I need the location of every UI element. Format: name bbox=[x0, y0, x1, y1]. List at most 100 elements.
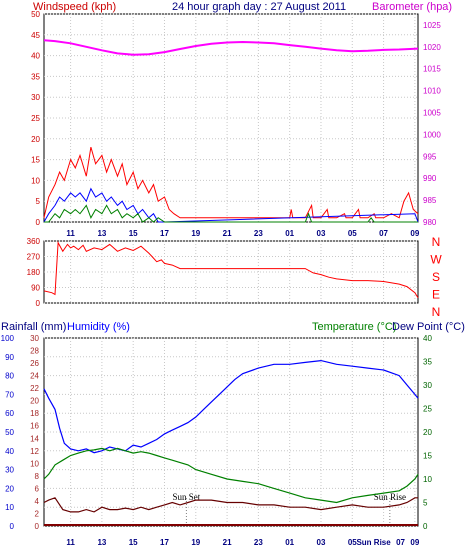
humidity-tick-label: 60 bbox=[5, 409, 14, 418]
wind-x-tick-label: 03 bbox=[317, 229, 326, 238]
wind-x-tick-label: 05 bbox=[348, 229, 357, 238]
series-line-temperature bbox=[43, 447, 419, 504]
wind-x-tick-label: 15 bbox=[129, 229, 138, 238]
humidity-tick-labels: 0 10 20 30 40 50 60 70 80 90 100 bbox=[1, 334, 15, 531]
humidity-tick-label: 100 bbox=[1, 334, 15, 343]
windspeed-tick-label: 20 bbox=[31, 135, 40, 144]
temperature-grid bbox=[44, 337, 418, 527]
wind-series bbox=[43, 39, 419, 223]
temperature-x-tick-label: 17 bbox=[160, 538, 169, 547]
temperature-axis-title: Temperature (°C) bbox=[312, 321, 396, 333]
direction-tick-label: 360 bbox=[27, 237, 41, 246]
temperature-x-tick-label: 21 bbox=[223, 538, 232, 547]
series-line-humidity bbox=[43, 359, 419, 454]
sun-annotations: Sun Set Sun Rise bbox=[173, 492, 406, 526]
windspeed-tick-labels: 0 5 10 15 20 25 30 35 40 45 50 bbox=[31, 10, 40, 227]
humidity-tick-label: 70 bbox=[5, 390, 14, 399]
wind-x-tick-label: 21 bbox=[223, 229, 232, 238]
compass-label: N bbox=[432, 235, 441, 249]
wind-x-tick-label: 13 bbox=[97, 229, 106, 238]
barometer-tick-label: 1010 bbox=[423, 87, 441, 96]
windspeed-tick-label: 10 bbox=[31, 176, 40, 185]
rainfall-tick-label: 8 bbox=[35, 472, 40, 481]
temperature-x-tick-label: 05 bbox=[348, 538, 357, 547]
rainfall-tick-label: 12 bbox=[30, 447, 39, 456]
rainfall-tick-label: 6 bbox=[35, 484, 40, 493]
temperature-tick-labels: 0 5 10 15 20 25 30 35 40 bbox=[423, 334, 432, 531]
humidity-tick-label: 10 bbox=[5, 503, 14, 512]
temperature-x-tick-label: 07 bbox=[396, 538, 405, 547]
direction-tick-label: 180 bbox=[27, 268, 41, 277]
temperature-tick-label: 5 bbox=[423, 499, 428, 508]
temperature-x-tick-label: 03 bbox=[317, 538, 326, 547]
temperature-x-tick-label: 15 bbox=[129, 538, 138, 547]
humidity-tick-label: 20 bbox=[5, 484, 14, 493]
windspeed-tick-label: 50 bbox=[31, 10, 40, 19]
windspeed-tick-label: 5 bbox=[36, 197, 41, 206]
wind-x-tick-labels: 11 13 15 17 19 21 23 01 03 05 07 09 bbox=[66, 229, 419, 238]
direction-series bbox=[43, 240, 419, 299]
direction-tick-label: 0 bbox=[36, 299, 41, 308]
direction-tick-labels: 0 90 180 270 360 bbox=[27, 237, 41, 308]
temperature-series bbox=[43, 359, 419, 526]
wind-x-tick-label: 17 bbox=[160, 229, 169, 238]
wind-series-line-barometer bbox=[43, 39, 419, 56]
wind-x-tick-label: 23 bbox=[254, 229, 263, 238]
dewpoint-axis-title: Dew Point (°C) bbox=[392, 321, 465, 333]
barometer-tick-label: 995 bbox=[423, 152, 437, 161]
barometer-axis-title: Barometer (hpa) bbox=[372, 1, 452, 13]
wind-x-tick-label: 01 bbox=[285, 229, 294, 238]
humidity-tick-label: 50 bbox=[5, 428, 14, 437]
rainfall-axis-title: Rainfall (mm) bbox=[1, 321, 66, 333]
windspeed-tick-label: 40 bbox=[31, 52, 40, 61]
temperature-tick-label: 20 bbox=[423, 428, 432, 437]
compass-label: W bbox=[430, 253, 442, 267]
windspeed-tick-label: 15 bbox=[31, 156, 40, 165]
direction-tick-label: 270 bbox=[27, 253, 41, 262]
temperature-x-tick-labels: 11 13 15 17 19 21 23 01 03 05 Sun Rise 07 09 bbox=[66, 538, 419, 547]
rainfall-tick-label: 24 bbox=[30, 372, 39, 381]
barometer-tick-label: 1005 bbox=[423, 109, 441, 118]
temperature-tick-label: 15 bbox=[423, 452, 432, 461]
wind-series-line-average bbox=[43, 187, 419, 223]
rainfall-tick-label: 26 bbox=[30, 359, 39, 368]
sun-annotation-label: Sun Set bbox=[173, 492, 201, 502]
temperature-tick-label: 25 bbox=[423, 405, 432, 414]
barometer-tick-label: 1000 bbox=[423, 130, 441, 139]
humidity-tick-label: 80 bbox=[5, 372, 14, 381]
wind-x-tick-label: 09 bbox=[410, 229, 419, 238]
barometer-tick-label: 1025 bbox=[423, 21, 441, 30]
humidity-tick-label: 30 bbox=[5, 466, 14, 475]
wind-series-line-minimum bbox=[44, 204, 418, 223]
temperature-x-tick-label: 13 bbox=[97, 538, 106, 547]
temperature-tick-label: 0 bbox=[423, 522, 428, 531]
rainfall-tick-label: 14 bbox=[30, 434, 39, 443]
wind-x-tick-label: 07 bbox=[379, 229, 388, 238]
temperature-x-tick-label: 23 bbox=[254, 538, 263, 547]
barometer-tick-label: 990 bbox=[423, 174, 437, 183]
barometer-tick-label: 1020 bbox=[423, 43, 441, 52]
direction-series-line bbox=[43, 240, 419, 299]
temperature-x-tick-label: 09 bbox=[410, 538, 419, 547]
temperature-x-tick-label: 01 bbox=[285, 538, 294, 547]
temperature-tick-label: 35 bbox=[423, 358, 432, 367]
wind-x-tick-label: 11 bbox=[66, 229, 75, 238]
temperature-tick-label: 30 bbox=[423, 381, 432, 390]
humidity-tick-label: 0 bbox=[10, 522, 15, 531]
direction-tick-label: 90 bbox=[31, 284, 40, 293]
rainfall-tick-label: 10 bbox=[30, 459, 39, 468]
barometer-tick-labels: 980 985 990 995 1000 1005 1010 1015 1020 1025 bbox=[423, 21, 441, 227]
temperature-x-tick-label: 19 bbox=[191, 538, 200, 547]
rainfall-tick-label: 22 bbox=[30, 384, 39, 393]
humidity-axis-title: Humidity (%) bbox=[67, 321, 130, 333]
compass-label: N bbox=[432, 305, 441, 319]
humidity-tick-label: 90 bbox=[5, 353, 14, 362]
wind-barometer-panel: Windspeed (kph) 24 hour graph day : 27 A… bbox=[31, 1, 452, 238]
temperature-tick-label: 40 bbox=[423, 334, 432, 343]
rainfall-tick-label: 20 bbox=[30, 397, 39, 406]
series-line-dew-point bbox=[43, 497, 418, 513]
